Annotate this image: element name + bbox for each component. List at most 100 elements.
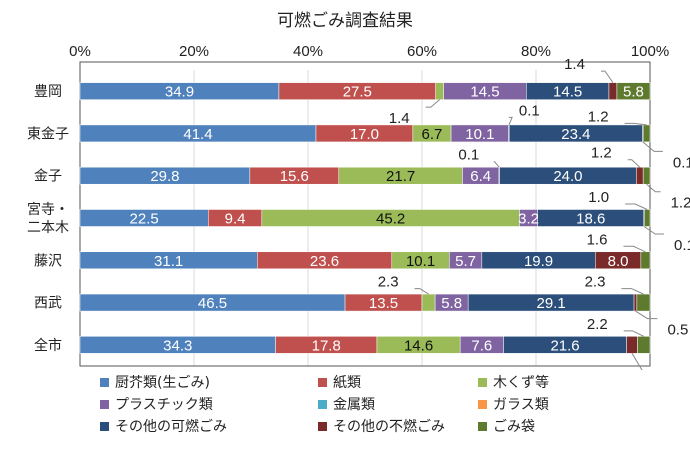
category-label: 全市 — [34, 337, 62, 353]
category-label: 豊岡 — [34, 83, 62, 99]
data-label: 0.1 — [673, 154, 690, 171]
data-label: 9.4 — [225, 211, 246, 228]
data-label: 10.1 — [406, 253, 435, 270]
leader-line — [625, 203, 648, 210]
legend-item: ごみ袋 — [478, 416, 648, 436]
data-label: 27.5 — [343, 84, 372, 101]
data-label: 1.4 — [564, 56, 585, 73]
bar-segment — [633, 293, 638, 312]
leader-line — [643, 226, 665, 235]
x-tick-label: 60% — [407, 43, 437, 60]
data-label: 24.0 — [553, 168, 582, 185]
leader-line — [646, 183, 661, 193]
data-label: 1.6 — [587, 231, 608, 248]
bar-segment — [636, 293, 651, 312]
data-label: 14.5 — [553, 84, 582, 101]
legend-label: ごみ袋 — [493, 419, 535, 435]
leader-line — [623, 330, 644, 337]
legend-item: 木くず等 — [478, 372, 648, 392]
data-label: 1.2 — [588, 108, 609, 125]
data-label: 34.9 — [165, 84, 194, 101]
category-label: 藤沢 — [34, 252, 62, 268]
data-label: 46.5 — [198, 295, 227, 312]
bar-segment — [644, 209, 651, 227]
legend-item: 厨芥類(生ごみ) — [100, 372, 318, 392]
legend-swatch — [100, 421, 109, 431]
data-label: 41.4 — [183, 126, 212, 143]
data-label: 2.3 — [585, 274, 606, 291]
category-label: 金子 — [34, 168, 62, 184]
bar-segment — [640, 251, 651, 270]
data-label: 14.6 — [404, 337, 433, 354]
data-label: 19.9 — [524, 253, 553, 270]
legend-label: その他の不燃ごみ — [333, 419, 445, 435]
data-label: 45.2 — [376, 211, 405, 228]
legend: 厨芥類(生ごみ) 紙類 木くず等 プラスチック類 金属類 ガラス類 その他の可燃ごみ その他の… — [100, 372, 660, 436]
leader-line — [414, 288, 429, 295]
data-label: 23.4 — [561, 126, 590, 143]
data-label: 1.0 — [588, 189, 609, 206]
legend-label: その他の可燃ごみ — [115, 419, 227, 435]
data-label: 5.8 — [623, 84, 644, 101]
legend-item: ガラス類 — [478, 394, 648, 414]
data-label: 2.2 — [587, 316, 608, 333]
data-label: 17.0 — [350, 126, 379, 143]
leader-line — [425, 99, 440, 108]
legend-swatch — [478, 377, 487, 387]
bar-segment — [608, 82, 618, 100]
data-label: 7.6 — [471, 337, 492, 354]
leader-line — [623, 245, 646, 253]
legend-swatch — [318, 377, 327, 387]
chart-title: 可燃ごみ調査結果 — [277, 11, 413, 31]
bar-segment — [642, 166, 651, 185]
data-label: 23.6 — [310, 253, 339, 270]
data-label: 6.7 — [422, 126, 443, 143]
data-label: 0.1 — [458, 147, 479, 164]
data-label: 5.7 — [455, 253, 476, 270]
data-label: 34.3 — [163, 337, 192, 354]
legend-label: 紙類 — [333, 375, 361, 391]
bar-segment — [626, 336, 638, 354]
bar-segment — [636, 166, 644, 185]
x-tick-label: 80% — [521, 43, 551, 60]
data-label: 15.6 — [280, 168, 309, 185]
data-label: 17.8 — [312, 337, 341, 354]
category-label: 東金子 — [27, 125, 69, 141]
data-label: 14.5 — [470, 84, 499, 101]
data-label: 1.2 — [591, 145, 612, 162]
legend-label: 木くず等 — [493, 375, 549, 391]
legend-item: その他の可燃ごみ — [100, 416, 318, 436]
legend-swatch — [318, 399, 327, 409]
x-tick-label: 100% — [631, 43, 669, 60]
legend-label: ガラス類 — [493, 397, 549, 413]
data-label: 0.1 — [519, 102, 540, 119]
legend-label: プラスチック類 — [115, 397, 213, 413]
legend-swatch — [318, 421, 327, 431]
data-label: 13.5 — [369, 295, 398, 312]
leader-line — [631, 353, 651, 372]
bar-segment — [637, 336, 651, 354]
leader-line — [621, 288, 644, 295]
leader-line — [627, 159, 641, 168]
data-label: 21.7 — [386, 168, 415, 185]
bar-segment — [421, 293, 436, 312]
leader-line — [508, 116, 513, 126]
data-label: 1.2 — [671, 195, 690, 212]
legend-swatch — [100, 377, 109, 387]
x-tick-label: 40% — [293, 43, 323, 60]
x-tick-label: 20% — [179, 43, 209, 60]
data-label: 10.1 — [465, 126, 494, 143]
category-label: 宮寺・ — [27, 201, 69, 217]
data-label: 8.0 — [608, 253, 629, 270]
category-label: 西武 — [34, 295, 62, 311]
category-label: 二本木 — [27, 219, 69, 235]
legend-swatch — [478, 399, 487, 409]
legend-item: 紙類 — [318, 372, 478, 392]
data-label: 0.5 — [667, 322, 688, 339]
bar-segment — [642, 124, 651, 143]
data-label: 18.6 — [576, 211, 605, 228]
data-label: 0.1 — [674, 237, 690, 254]
data-label: 2.3 — [378, 274, 399, 291]
legend-swatch — [100, 399, 109, 409]
